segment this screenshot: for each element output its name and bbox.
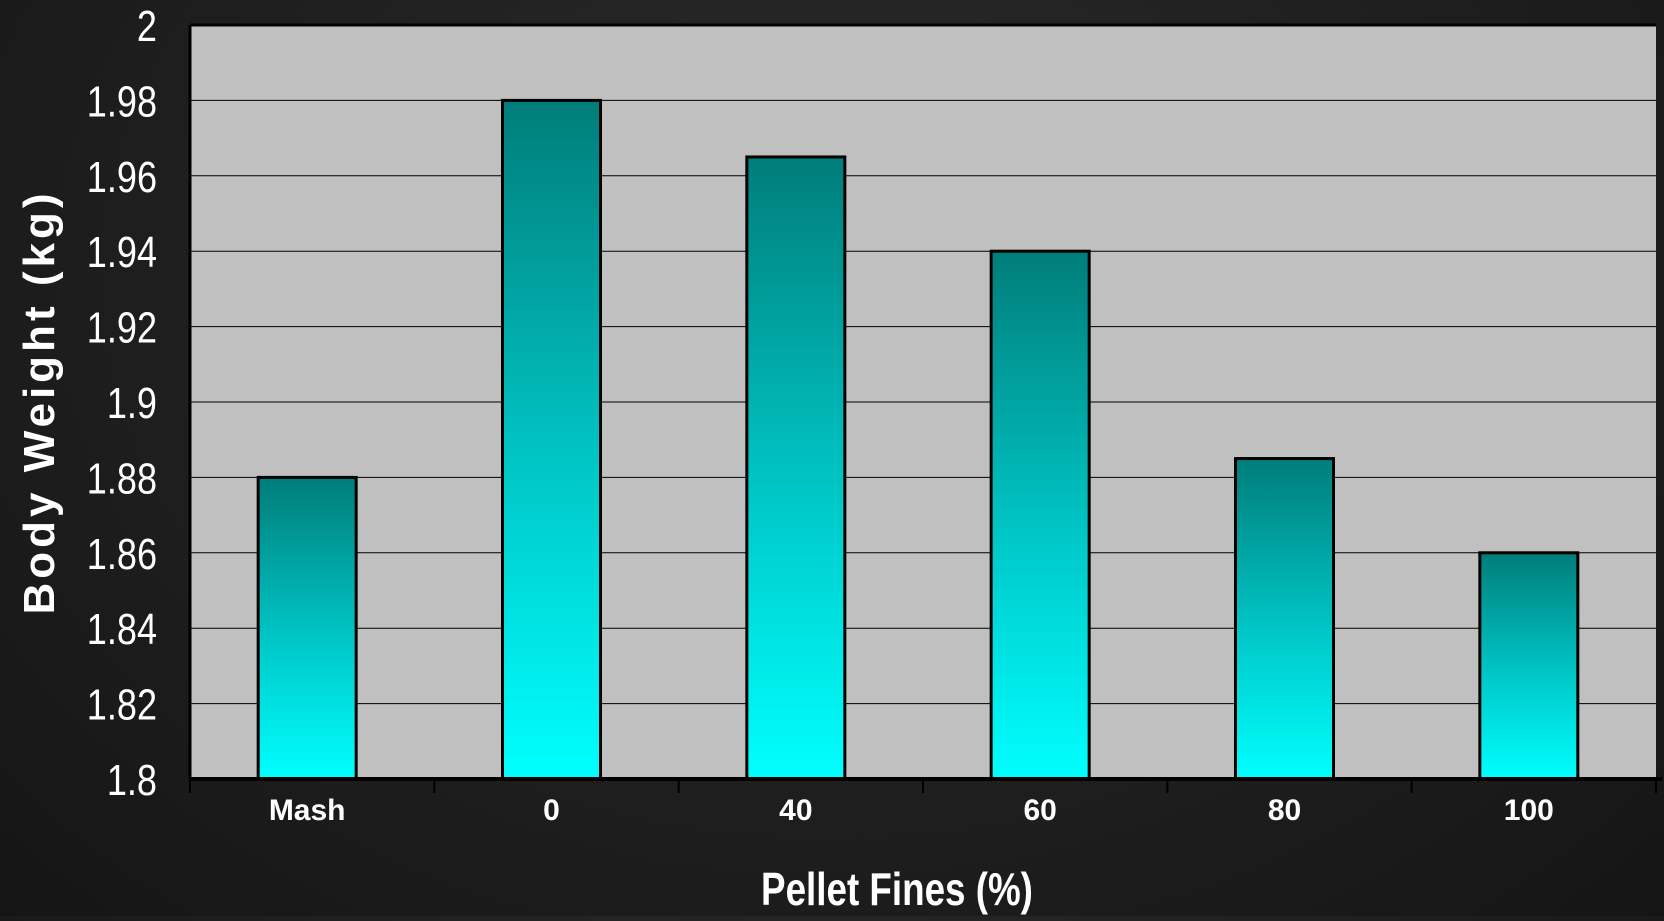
x-tick-label: 60 (1023, 794, 1056, 827)
y-axis-title: Body Weight (kg) (15, 190, 64, 615)
x-axis-title: Pellet Fines (%) (761, 863, 1033, 915)
y-tick-label: 1.86 (87, 529, 157, 578)
bar-mash (256, 475, 358, 781)
bars (256, 98, 1580, 781)
x-tick-label: Mash (269, 794, 346, 827)
y-tick-label: 1.92 (87, 303, 157, 352)
y-tick-label: 1.9 (107, 379, 157, 428)
axes (188, 23, 1662, 793)
x-tick-label: 0 (543, 794, 560, 827)
y-tick-label: 1.88 (87, 454, 157, 503)
y-tick-label: 1.98 (87, 77, 157, 126)
y-tick-labels: 1.8 1.82 1.84 1.86 1.88 1.9 1.92 1.94 1.96 1.98 2 (87, 2, 157, 805)
y-tick-label: 1.94 (87, 228, 157, 277)
y-tick-label: 1.8 (107, 756, 157, 805)
y-tick-label: 1.82 (87, 680, 157, 729)
y-tick-label: 2 (137, 2, 157, 51)
x-tick-label: 100 (1504, 794, 1554, 827)
x-tick-label: 40 (779, 794, 812, 827)
x-tick-labels: Mash 0 40 60 80 100 (269, 794, 1554, 827)
bar-0 (501, 98, 602, 781)
x-tick-label: 80 (1268, 794, 1301, 827)
bar-40 (745, 155, 847, 781)
y-tick-label: 1.84 (87, 605, 157, 654)
bar-60 (989, 249, 1091, 781)
y-tick-label: 1.96 (87, 152, 157, 201)
bar-80 (1234, 457, 1335, 781)
bar-100 (1478, 551, 1580, 781)
